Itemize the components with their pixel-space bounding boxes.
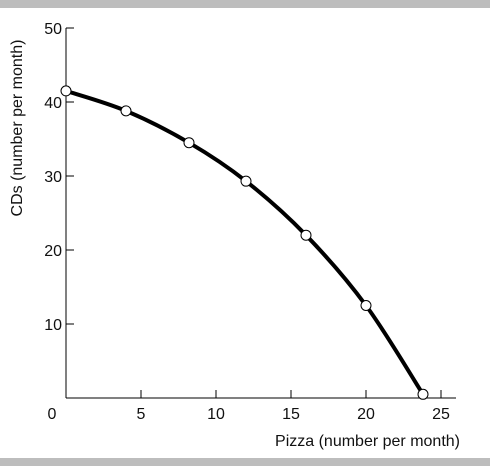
y-tick-label-20: 20	[44, 243, 62, 260]
y-tick-label-40: 40	[44, 95, 62, 112]
tick-labels: 5 10 15 20 25 10 20 30 40 50	[44, 21, 450, 423]
data-points	[60, 85, 429, 400]
axes	[65, 28, 456, 399]
data-point-3	[240, 175, 252, 187]
tick-marks	[66, 27, 442, 398]
y-tick-label-30: 30	[44, 169, 62, 186]
y-axis-title: CDs (number per month)	[9, 40, 26, 217]
data-point-0	[60, 85, 72, 97]
ppf-curve	[64, 88, 425, 397]
origin-label: 0	[48, 406, 57, 423]
y-tick-label-10: 10	[44, 317, 62, 334]
chart-frame: 5 10 15 20 25 10 20 30 40 50 0 Pizza (number per …	[0, 8, 490, 458]
data-point-6	[417, 388, 429, 400]
data-point-1	[120, 105, 132, 117]
x-tick-label-5: 5	[137, 406, 146, 423]
x-tick-label-15: 15	[282, 406, 300, 423]
data-point-5	[360, 300, 372, 311]
data-point-4	[300, 229, 312, 241]
y-tick-label-50: 50	[44, 21, 62, 38]
data-point-2	[183, 137, 195, 149]
x-tick-label-25: 25	[432, 406, 450, 423]
x-tick-label-20: 20	[357, 406, 375, 423]
x-tick-label-10: 10	[207, 406, 225, 423]
ppf-chart: 5 10 15 20 25 10 20 30 40 50 0 Pizza (number per …	[9, 21, 460, 450]
x-axis-title: Pizza (number per month)	[275, 433, 460, 450]
